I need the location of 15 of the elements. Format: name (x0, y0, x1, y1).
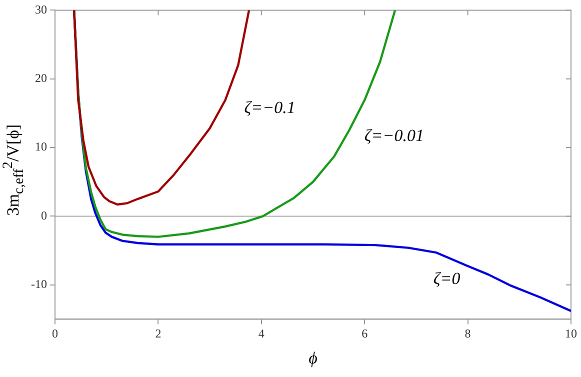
x-tick-label: 4 (258, 326, 264, 341)
x-axis-title: ϕ (308, 348, 318, 368)
x-tick-label: 2 (155, 326, 162, 341)
x-tick-label: 0 (52, 326, 58, 341)
series-label: ζ=−0.01 (364, 126, 424, 145)
series-label: ζ=0 (433, 269, 461, 288)
y-tick-label: 20 (34, 71, 47, 86)
x-tick-label: 10 (565, 326, 577, 341)
x-tick-label: 8 (464, 326, 471, 341)
y-tick-label: 0 (40, 208, 47, 222)
series-label: ζ=−0.1 (244, 98, 296, 117)
y-tick-label: -10 (30, 277, 47, 292)
y-tick-label: 10 (34, 140, 47, 154)
y-tick-label: 30 (34, 2, 47, 16)
x-tick-label: 6 (362, 326, 368, 341)
